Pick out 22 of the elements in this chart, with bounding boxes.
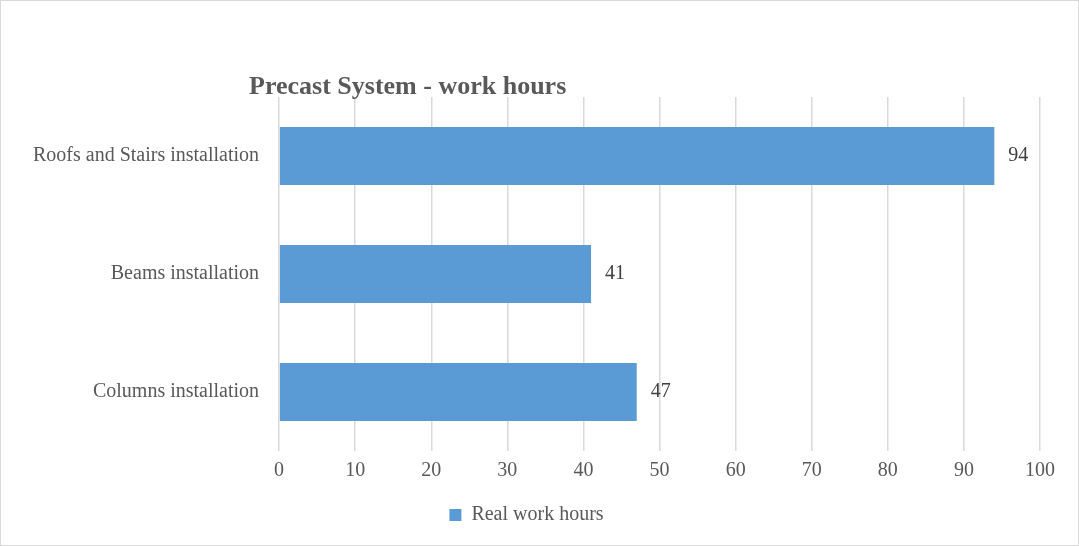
x-tick-label: 0 [274, 458, 285, 481]
y-tick-label: Columns installation [92, 379, 260, 402]
x-tick-label: 30 [497, 458, 518, 481]
x-tick-label: 20 [421, 458, 442, 481]
data-label: 47 [650, 379, 671, 402]
x-tick-label: 50 [649, 458, 670, 481]
x-tick-label: 90 [953, 458, 974, 481]
x-tick-label: 70 [801, 458, 822, 481]
x-tick-label: 10 [345, 458, 366, 481]
y-tick-label: Beams installation [110, 261, 260, 284]
bar [279, 363, 637, 421]
y-tick-label: Roofs and Stairs installation [33, 143, 260, 166]
legend-label: Real work hours [471, 502, 604, 525]
x-tick-label: 100 [1025, 458, 1055, 481]
chart-title: Precast System - work hours [249, 71, 567, 101]
data-label: 41 [605, 261, 626, 284]
x-tick-label: 40 [573, 458, 594, 481]
data-label: 94 [1008, 143, 1029, 166]
bar [279, 127, 995, 185]
x-tick-label: 80 [877, 458, 898, 481]
x-tick-label: 60 [725, 458, 746, 481]
bar [279, 245, 592, 303]
